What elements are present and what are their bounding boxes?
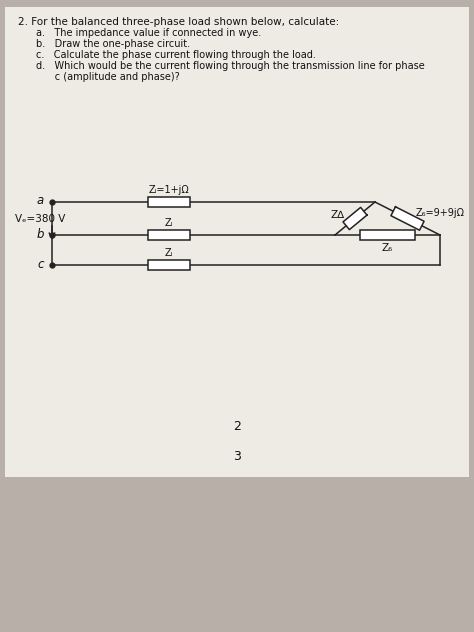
- Text: c: c: [37, 257, 44, 270]
- Polygon shape: [343, 207, 367, 229]
- Text: d.   Which would be the current flowing through the transmission line for phase: d. Which would be the current flowing th…: [36, 61, 425, 71]
- Text: a.   The impedance value if connected in wye.: a. The impedance value if connected in w…: [36, 28, 261, 38]
- Bar: [148, 197, 190, 207]
- Text: c.   Calculate the phase current flowing through the load.: c. Calculate the phase current flowing t…: [36, 50, 316, 60]
- Text: a: a: [37, 195, 44, 207]
- Text: 3: 3: [233, 451, 241, 463]
- Text: Z₆: Z₆: [382, 243, 393, 253]
- Text: Vₑ=380 V: Vₑ=380 V: [15, 214, 65, 224]
- Polygon shape: [391, 207, 424, 230]
- Bar: [148, 230, 190, 240]
- Text: Z∆: Z∆: [331, 210, 345, 221]
- Bar: [5, 7, 469, 477]
- Text: 2: 2: [233, 420, 241, 434]
- Text: 2. For the balanced three-phase load shown below, calculate:: 2. For the balanced three-phase load sho…: [18, 17, 339, 27]
- Text: Z₆=9+9jΩ: Z₆=9+9jΩ: [416, 209, 465, 219]
- Bar: [360, 230, 415, 240]
- Text: c (amplitude and phase)?: c (amplitude and phase)?: [36, 72, 180, 82]
- Text: b: b: [36, 228, 44, 241]
- Text: Zₗ=1+jΩ: Zₗ=1+jΩ: [149, 185, 190, 195]
- Text: Zₗ: Zₗ: [165, 218, 173, 228]
- Text: b.   Draw the one-phase circuit.: b. Draw the one-phase circuit.: [36, 39, 190, 49]
- Bar: [148, 260, 190, 270]
- Text: Zₗ: Zₗ: [165, 248, 173, 258]
